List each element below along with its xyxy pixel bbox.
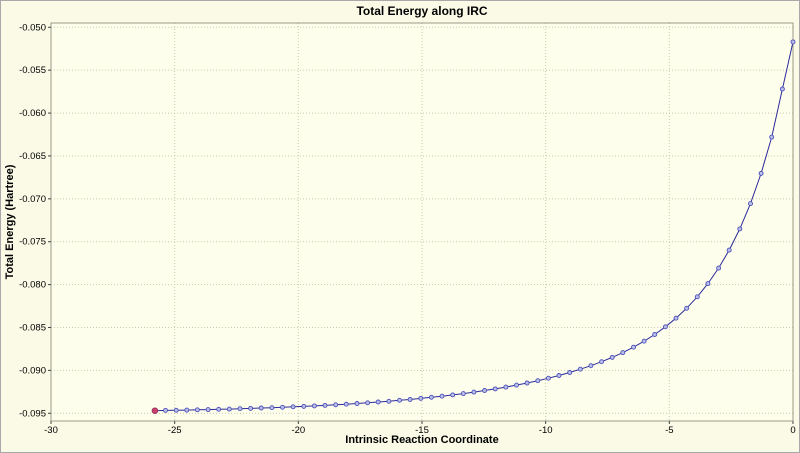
y-tick-label: -0.065 [19, 151, 46, 162]
x-tick-label: -20 [291, 425, 305, 436]
data-point-marker[interactable] [694, 294, 700, 300]
y-tick-label: -0.095 [19, 408, 46, 419]
data-point-marker[interactable] [301, 403, 307, 409]
data-point-marker[interactable] [311, 403, 317, 409]
data-point-marker[interactable] [524, 380, 530, 386]
data-point-marker[interactable] [258, 405, 264, 411]
data-point-marker[interactable] [397, 397, 402, 403]
data-point-marker[interactable] [163, 407, 168, 413]
data-point-marker[interactable] [375, 399, 381, 405]
data-point-marker[interactable] [535, 378, 541, 384]
data-point-marker[interactable] [726, 247, 732, 253]
x-tick-label: -5 [665, 425, 673, 436]
y-tick-label: -0.060 [19, 108, 46, 119]
data-point-marker[interactable] [684, 305, 690, 311]
data-point-marker[interactable] [556, 373, 562, 378]
data-point-marker[interactable] [599, 359, 605, 365]
data-point-marker[interactable] [748, 201, 753, 207]
data-point-marker[interactable] [631, 344, 636, 350]
data-point-marker[interactable] [620, 350, 626, 356]
chart-title: Total Energy along IRC [356, 4, 488, 18]
x-axis-label: Intrinsic Reaction Coordinate [345, 434, 499, 446]
data-point-marker[interactable] [482, 388, 488, 393]
x-tick-label: -10 [539, 425, 553, 436]
data-point-marker[interactable] [205, 407, 211, 413]
data-point-marker[interactable] [439, 393, 445, 399]
data-point-marker[interactable] [609, 354, 615, 360]
y-tick-label: -0.085 [19, 323, 46, 334]
data-point-marker[interactable] [514, 382, 519, 388]
data-point-marker[interactable] [354, 401, 360, 406]
data-point-marker[interactable] [418, 395, 424, 401]
y-tick-label: -0.055 [19, 65, 46, 76]
data-point-marker[interactable] [280, 404, 285, 410]
data-point-marker[interactable] [716, 265, 722, 271]
data-point-marker[interactable] [460, 391, 466, 397]
data-point-marker[interactable] [471, 389, 477, 395]
data-point-marker[interactable] [503, 384, 509, 390]
data-point-marker[interactable] [407, 397, 413, 402]
x-tick-label: -30 [44, 425, 58, 436]
data-point-marker[interactable] [428, 394, 434, 400]
data-point-marker[interactable] [365, 400, 371, 406]
data-point-marker[interactable] [758, 170, 764, 176]
y-tick-label: -0.075 [19, 237, 46, 248]
data-point-marker[interactable] [545, 375, 551, 381]
data-point-marker[interactable] [173, 407, 179, 413]
data-point-marker[interactable] [769, 134, 775, 140]
x-tick-label: -15 [415, 425, 429, 436]
data-point-marker[interactable] [705, 281, 711, 287]
data-point-marker[interactable] [343, 401, 349, 407]
y-tick-label: -0.090 [19, 365, 46, 376]
x-tick-label: -25 [168, 425, 182, 436]
data-point-marker[interactable] [588, 363, 594, 369]
data-point-marker[interactable] [226, 406, 232, 412]
data-point-marker[interactable] [248, 405, 254, 411]
selected-point-marker[interactable] [151, 407, 159, 414]
data-point-marker[interactable] [386, 398, 392, 404]
data-point-marker[interactable] [290, 404, 296, 410]
data-point-marker[interactable] [333, 402, 339, 408]
y-tick-label: -0.080 [19, 280, 46, 291]
data-point-marker[interactable] [641, 338, 647, 344]
x-tick-label: 0 [790, 425, 795, 436]
data-point-marker[interactable] [322, 402, 328, 408]
data-point-marker[interactable] [652, 332, 658, 337]
data-point-marker[interactable] [269, 405, 275, 411]
data-point-marker[interactable] [184, 407, 190, 413]
data-point-marker[interactable] [216, 406, 222, 412]
data-point-marker[interactable] [662, 324, 668, 330]
data-point-marker[interactable] [237, 406, 243, 412]
data-point-marker[interactable] [577, 366, 583, 372]
data-point-marker[interactable] [492, 386, 498, 392]
data-point-marker[interactable] [450, 392, 456, 398]
data-point-marker[interactable] [194, 407, 200, 413]
data-point-marker[interactable] [567, 370, 573, 375]
data-point-marker[interactable] [737, 226, 743, 232]
data-point-marker[interactable] [790, 39, 796, 45]
data-point-marker[interactable] [779, 86, 785, 92]
y-tick-label: -0.070 [19, 194, 46, 205]
y-tick-label: -0.050 [19, 22, 46, 33]
data-point-marker[interactable] [673, 315, 679, 321]
